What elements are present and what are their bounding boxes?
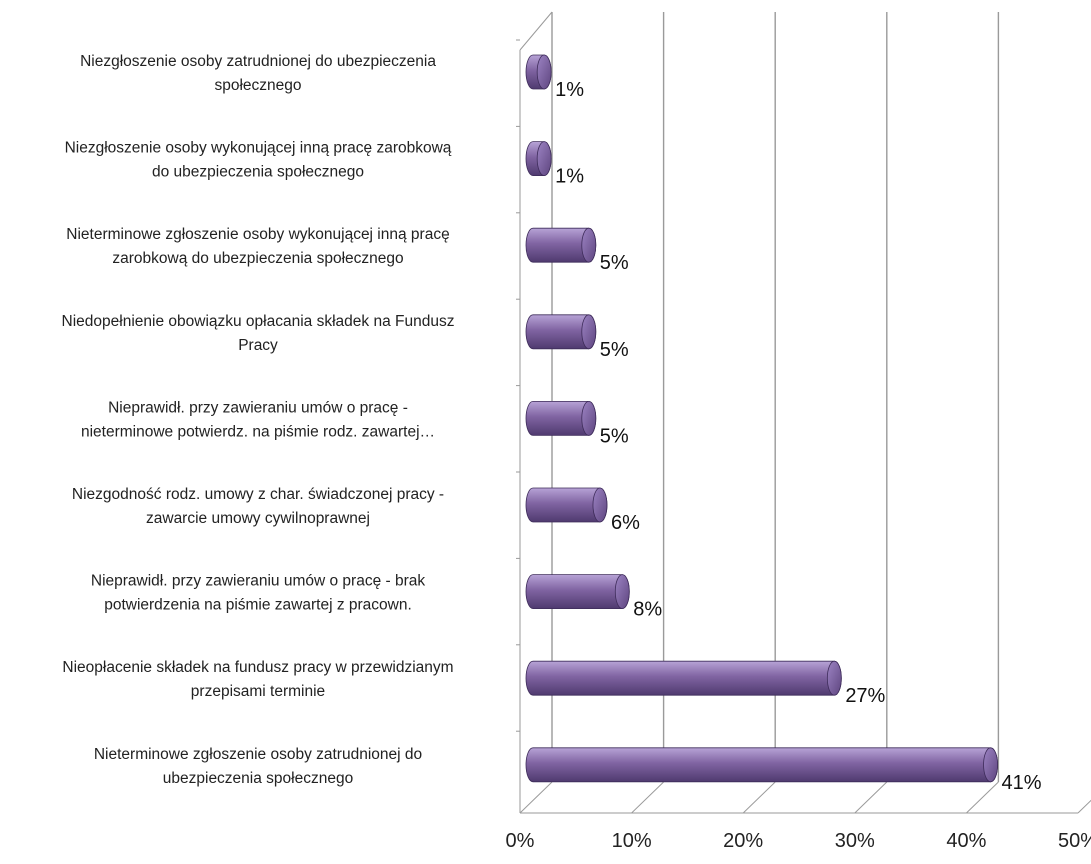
x-tick-label: 0%	[506, 830, 535, 852]
floor-gridline	[1077, 799, 1091, 814]
x-axis-ticks: 0% 10% 20% 30% 40% 50%	[506, 830, 1091, 852]
x-tick-label: 30%	[835, 830, 875, 852]
bar-group: 1%	[525, 141, 584, 188]
bar	[525, 660, 842, 696]
bar-end-cap	[614, 574, 630, 609]
category-label: Nieterminowe zgłoszenie osoby wykonujące…	[66, 226, 449, 267]
category-label-line: Nieprawidł. przy zawieraniu umów o pracę…	[91, 573, 425, 590]
category-label-line: do ubezpieczenia społecznego	[152, 164, 364, 181]
category-label-line: Nieopłacenie składek na fundusz pracy w …	[62, 659, 453, 676]
data-label: 1%	[555, 79, 584, 101]
category-label-line: Pracy	[238, 337, 278, 354]
left-wall-top-edge	[519, 11, 553, 51]
bar-group: 5%	[525, 314, 629, 361]
category-label-line: Niezgłoszenie osoby zatrudnionej do ubez…	[80, 53, 436, 70]
category-label-line: zawarcie umowy cywilnoprawnej	[146, 510, 370, 527]
category-label-line: Niezgodność rodz. umowy z char. świadczo…	[72, 486, 444, 503]
category-label-line: Nieterminowe zgłoszenie osoby wykonujące…	[66, 226, 449, 243]
bar-end-cap	[592, 487, 608, 523]
bar-end-cap	[536, 54, 552, 90]
bar-end-cap	[983, 747, 998, 783]
chart-walls	[519, 11, 553, 813]
category-label-line: nieterminowe potwierdz. na piśmie rodz. …	[81, 423, 435, 440]
bar-end-cap	[581, 314, 597, 350]
bar-group: 6%	[525, 487, 640, 534]
category-label: Nieprawidł. przy zawieraniu umów o pracę…	[91, 573, 425, 614]
floor-gridline	[519, 781, 553, 814]
bar-end-cap	[581, 400, 597, 436]
category-label: Niedopełnienie obowiązku opłacania skład…	[62, 313, 455, 354]
x-tick-label: 10%	[612, 830, 652, 852]
bar-group: 27%	[525, 660, 886, 707]
data-label: 27%	[845, 685, 885, 707]
floor-gridline	[742, 781, 776, 814]
bar-end-cap	[581, 227, 597, 263]
bar-end-cap	[536, 141, 552, 177]
bar-group: 1%	[525, 54, 584, 101]
category-label-line: potwierdzenia na piśmie zawartej z praco…	[104, 597, 412, 614]
bar	[525, 747, 998, 783]
data-label: 41%	[1002, 772, 1042, 794]
category-label-line: zarobkową do ubezpieczenia społecznego	[112, 250, 403, 267]
floor-gridline	[854, 781, 888, 814]
data-label: 5%	[600, 339, 629, 361]
bar-end-cap	[826, 660, 842, 696]
category-label-line: społecznego	[214, 77, 301, 94]
floor-gridline	[966, 781, 999, 814]
category-label: Niezgodność rodz. umowy z char. świadczo…	[72, 486, 444, 527]
x-tick-label: 50%	[1058, 830, 1091, 852]
x-tick-label: 40%	[946, 830, 986, 852]
bar-group: 5%	[525, 400, 629, 447]
data-label: 5%	[600, 252, 629, 274]
category-label: Niezgłoszenie osoby zatrudnionej do ubez…	[80, 53, 436, 94]
category-label-line: Niezgłoszenie osoby wykonującej inną pra…	[65, 140, 452, 157]
category-label: Nieprawidł. przy zawieraniu umów o pracę…	[81, 399, 435, 440]
category-label-line: przepisami terminie	[191, 683, 325, 700]
data-label: 6%	[611, 512, 640, 534]
bar	[525, 574, 630, 609]
category-label-line: ubezpieczenia społecznego	[163, 770, 353, 787]
category-label: Niezgłoszenie osoby wykonującej inną pra…	[65, 140, 452, 181]
bar-group: 41%	[525, 747, 1042, 794]
data-label: 1%	[555, 166, 584, 188]
floor-gridline	[631, 781, 664, 814]
data-label: 8%	[633, 599, 662, 621]
y-axis-labels: Niezgłoszenie osoby zatrudnionej do ubez…	[62, 53, 455, 787]
category-label-line: Niedopełnienie obowiązku opłacania skład…	[62, 313, 455, 330]
gridlines	[516, 12, 1091, 814]
bars: 1% 1% 5% 5% 5% 6% 8% 27% 41%	[525, 54, 1042, 794]
bar-group: 8%	[525, 574, 662, 621]
data-label: 5%	[600, 425, 629, 447]
bar-group: 5%	[525, 227, 629, 274]
category-label-line: Nieterminowe zgłoszenie osoby zatrudnion…	[94, 746, 422, 763]
category-label: Nieterminowe zgłoszenie osoby zatrudnion…	[94, 746, 422, 787]
x-tick-label: 20%	[723, 830, 763, 852]
category-label: Nieopłacenie składek na fundusz pracy w …	[62, 659, 453, 700]
category-label-line: Nieprawidł. przy zawieraniu umów o pracę…	[108, 399, 408, 416]
